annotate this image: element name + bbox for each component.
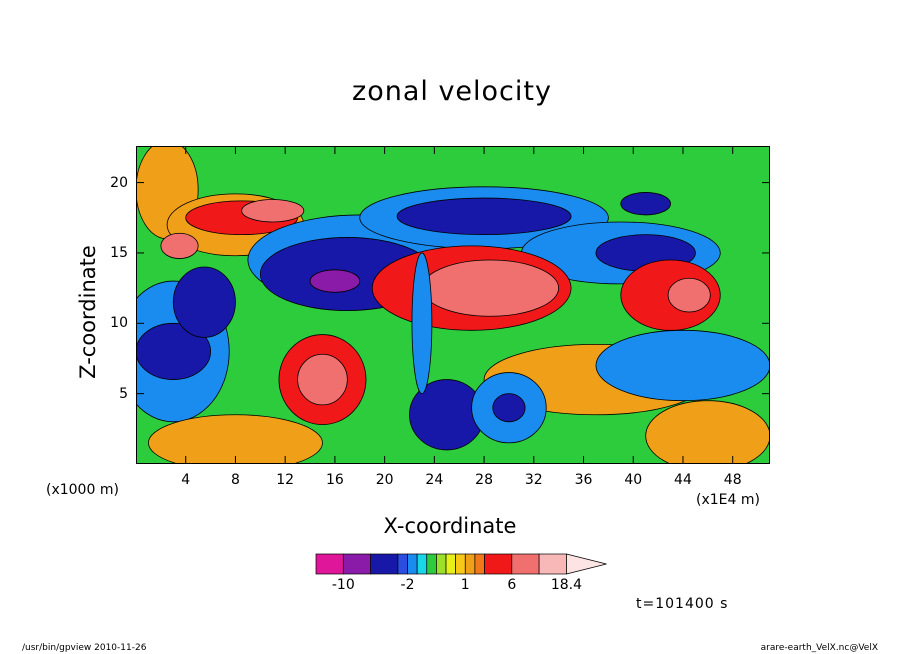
contour-region-3 <box>172 266 236 338</box>
x-tick-label: 4 <box>181 472 191 488</box>
colorbar-segment <box>426 553 437 575</box>
x-tick-label: 24 <box>425 472 444 488</box>
chart-title: zonal velocity <box>352 76 552 107</box>
colorbar-segment <box>436 553 447 575</box>
contour-region-27 <box>148 414 323 464</box>
y-tick-label: 5 <box>119 385 128 402</box>
time-label: t=101400 s <box>636 596 729 612</box>
contour-region-7 <box>160 232 199 259</box>
x-tick-label: 8 <box>230 472 240 488</box>
colorbar-tick-label: 6 <box>507 577 517 593</box>
contour-region-17 <box>595 329 770 402</box>
colorbar-segment <box>416 553 428 575</box>
colorbar-segment <box>397 553 408 575</box>
contour-region-6 <box>241 199 305 223</box>
colorbar-segment <box>464 553 476 575</box>
x-unit-right: (x1E4 m) <box>696 492 760 508</box>
contour-region-21 <box>667 277 711 313</box>
x-tick-label: 48 <box>723 472 742 488</box>
colorbar-tick-label: 18.4 <box>550 577 582 593</box>
colorbar-segment <box>455 553 466 575</box>
x-tick-label: 16 <box>325 472 344 488</box>
colorbar-segment <box>445 553 456 575</box>
x-tick-label: 36 <box>574 472 593 488</box>
x-tick-label: 44 <box>674 472 692 488</box>
contour-plot <box>136 146 770 464</box>
contour-region-12 <box>396 197 572 236</box>
colorbar-segment <box>315 553 344 575</box>
contour-region-29 <box>411 252 433 395</box>
x-tick-label: 32 <box>524 472 543 488</box>
colorbar-segment <box>538 553 567 575</box>
y-tick-label: 15 <box>110 244 128 261</box>
footer-right: arare-earth_VelX.nc@VelX <box>760 643 878 653</box>
x-tick-label: 20 <box>375 472 394 488</box>
x-unit-left: (x1000 m) <box>46 482 119 498</box>
plot-border <box>136 146 770 464</box>
x-tick-label: 12 <box>276 472 295 488</box>
x-tick-label: 40 <box>624 472 643 488</box>
colorbar-tick-label: -10 <box>331 577 355 593</box>
colorbar-tick-label: -2 <box>400 577 415 593</box>
contour-region-28 <box>645 400 770 464</box>
contour-region-19 <box>421 259 560 317</box>
colorbar-segment <box>474 553 485 575</box>
footer-left: /usr/bin/gpview 2010-11-26 <box>22 643 147 653</box>
x-tick-label: 28 <box>475 472 493 488</box>
y-axis-label: Z-coordinate <box>76 245 100 379</box>
y-tick-label: 20 <box>110 174 128 191</box>
colorbar-segment <box>370 553 399 575</box>
colorbar-tick-label: 1 <box>460 577 470 593</box>
contour-region-23 <box>297 353 348 406</box>
x-axis-label: X-coordinate <box>383 514 517 538</box>
contour-region-15 <box>620 192 671 216</box>
contour-region-26 <box>492 393 526 423</box>
colorbar-segment <box>342 553 371 575</box>
contour-region-10 <box>309 269 361 293</box>
colorbar-segment <box>407 553 418 575</box>
colorbar-segment <box>484 553 513 575</box>
contour-region-2 <box>136 322 211 380</box>
colorbar-segment <box>511 553 540 575</box>
colorbar-extend-arrow <box>566 553 607 575</box>
colorbar <box>315 553 607 575</box>
y-tick-label: 10 <box>110 315 128 332</box>
